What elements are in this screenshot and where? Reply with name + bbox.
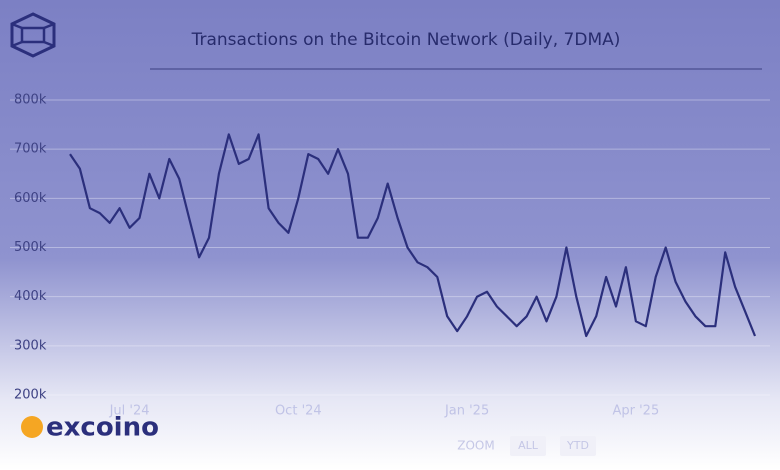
x-tick-label: Jan '25 <box>444 404 489 419</box>
data-line <box>69 133 757 338</box>
y-tick-label: 600k <box>14 191 47 206</box>
watermark: excoino <box>21 413 159 443</box>
zoom-label: ZOOM <box>457 439 494 453</box>
x-tick-label: Apr '25 <box>612 404 659 419</box>
watermark-text: excoino <box>46 413 159 443</box>
zoom-button[interactable] <box>510 436 546 456</box>
logo <box>10 12 56 58</box>
zoom-button-label[interactable]: ALL <box>518 439 539 452</box>
y-tick-label: 800k <box>14 93 47 108</box>
x-tick-label: Oct '24 <box>275 404 322 419</box>
x-tick-label: Jul '24 <box>109 404 150 419</box>
zoom-button[interactable] <box>560 436 596 456</box>
zoom-button-label[interactable]: YTD <box>566 439 589 452</box>
y-tick-label: 700k <box>14 142 47 157</box>
y-tick-label: 200k <box>14 388 47 403</box>
y-tick-label: 300k <box>14 338 47 353</box>
y-tick-label: 400k <box>14 289 47 304</box>
y-tick-label: 500k <box>14 240 47 255</box>
chart-title: Transactions on the Bitcoin Network (Dai… <box>191 30 621 50</box>
